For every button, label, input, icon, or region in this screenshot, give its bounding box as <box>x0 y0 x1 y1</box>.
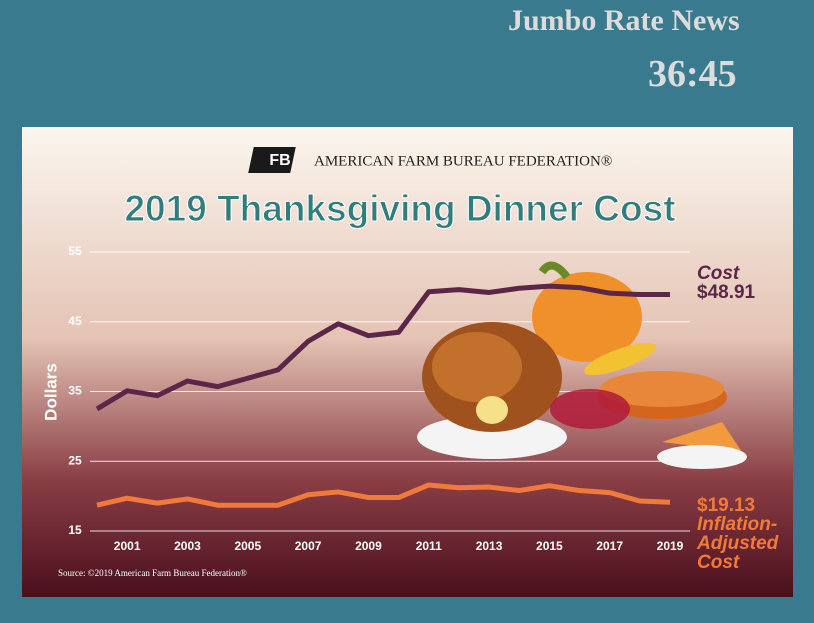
x-tick-label: 2001 <box>114 539 141 553</box>
data-label: $19.13 <box>697 495 756 517</box>
y-tick-label: 25 <box>68 453 82 467</box>
series-annotation: Cost $48.91 <box>697 264 777 302</box>
y-tick-label: 15 <box>68 523 82 537</box>
source: Source: ©2019 American Farm Bureau Feder… <box>58 568 247 578</box>
y-axis-label: Dollars <box>41 363 60 421</box>
x-tick-label: 2007 <box>295 539 322 553</box>
chart: FB AMERICAN FARM BUREAU FEDERATION® 2019… <box>22 127 793 597</box>
y-tick-label: 45 <box>68 314 82 328</box>
x-tick-label: 2013 <box>476 539 503 553</box>
chart-title: 2019 Thanksgiving Dinner Cost <box>124 188 675 229</box>
brand: Jumbo Rate News <box>508 4 740 37</box>
legend-label: Cost <box>697 263 740 285</box>
x-tick-label: 2019 <box>657 539 684 553</box>
publisher: AMERICAN FARM BUREAU FEDERATION® <box>314 153 612 169</box>
svg-text:FB: FB <box>269 152 290 169</box>
x-tick-label: 2011 <box>416 539 442 553</box>
series-annotation: $19.13 Inflation-Adjusted Cost <box>697 496 787 572</box>
timer: 36:45 <box>648 53 737 95</box>
x-tick-label: 2005 <box>234 539 261 553</box>
x-tick-label: 2003 <box>174 539 201 553</box>
logo: FB <box>248 147 296 173</box>
legend-label: Inflation-Adjusted Cost <box>697 514 779 574</box>
food-illustration <box>417 261 747 469</box>
data-label: $48.91 <box>697 282 756 304</box>
series-line <box>95 283 671 412</box>
series-line <box>96 482 671 508</box>
x-tick-label: 2009 <box>355 539 382 553</box>
y-tick-label: 55 <box>68 244 82 258</box>
background <box>22 127 793 597</box>
chart-panel: FB AMERICAN FARM BUREAU FEDERATION® 2019… <box>22 127 793 597</box>
y-tick-label: 35 <box>68 384 82 398</box>
x-tick-label: 2017 <box>596 539 623 553</box>
x-tick-label: 2015 <box>536 539 563 553</box>
